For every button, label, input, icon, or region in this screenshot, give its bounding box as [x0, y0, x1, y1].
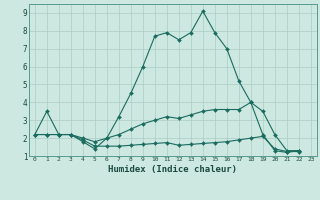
X-axis label: Humidex (Indice chaleur): Humidex (Indice chaleur): [108, 165, 237, 174]
